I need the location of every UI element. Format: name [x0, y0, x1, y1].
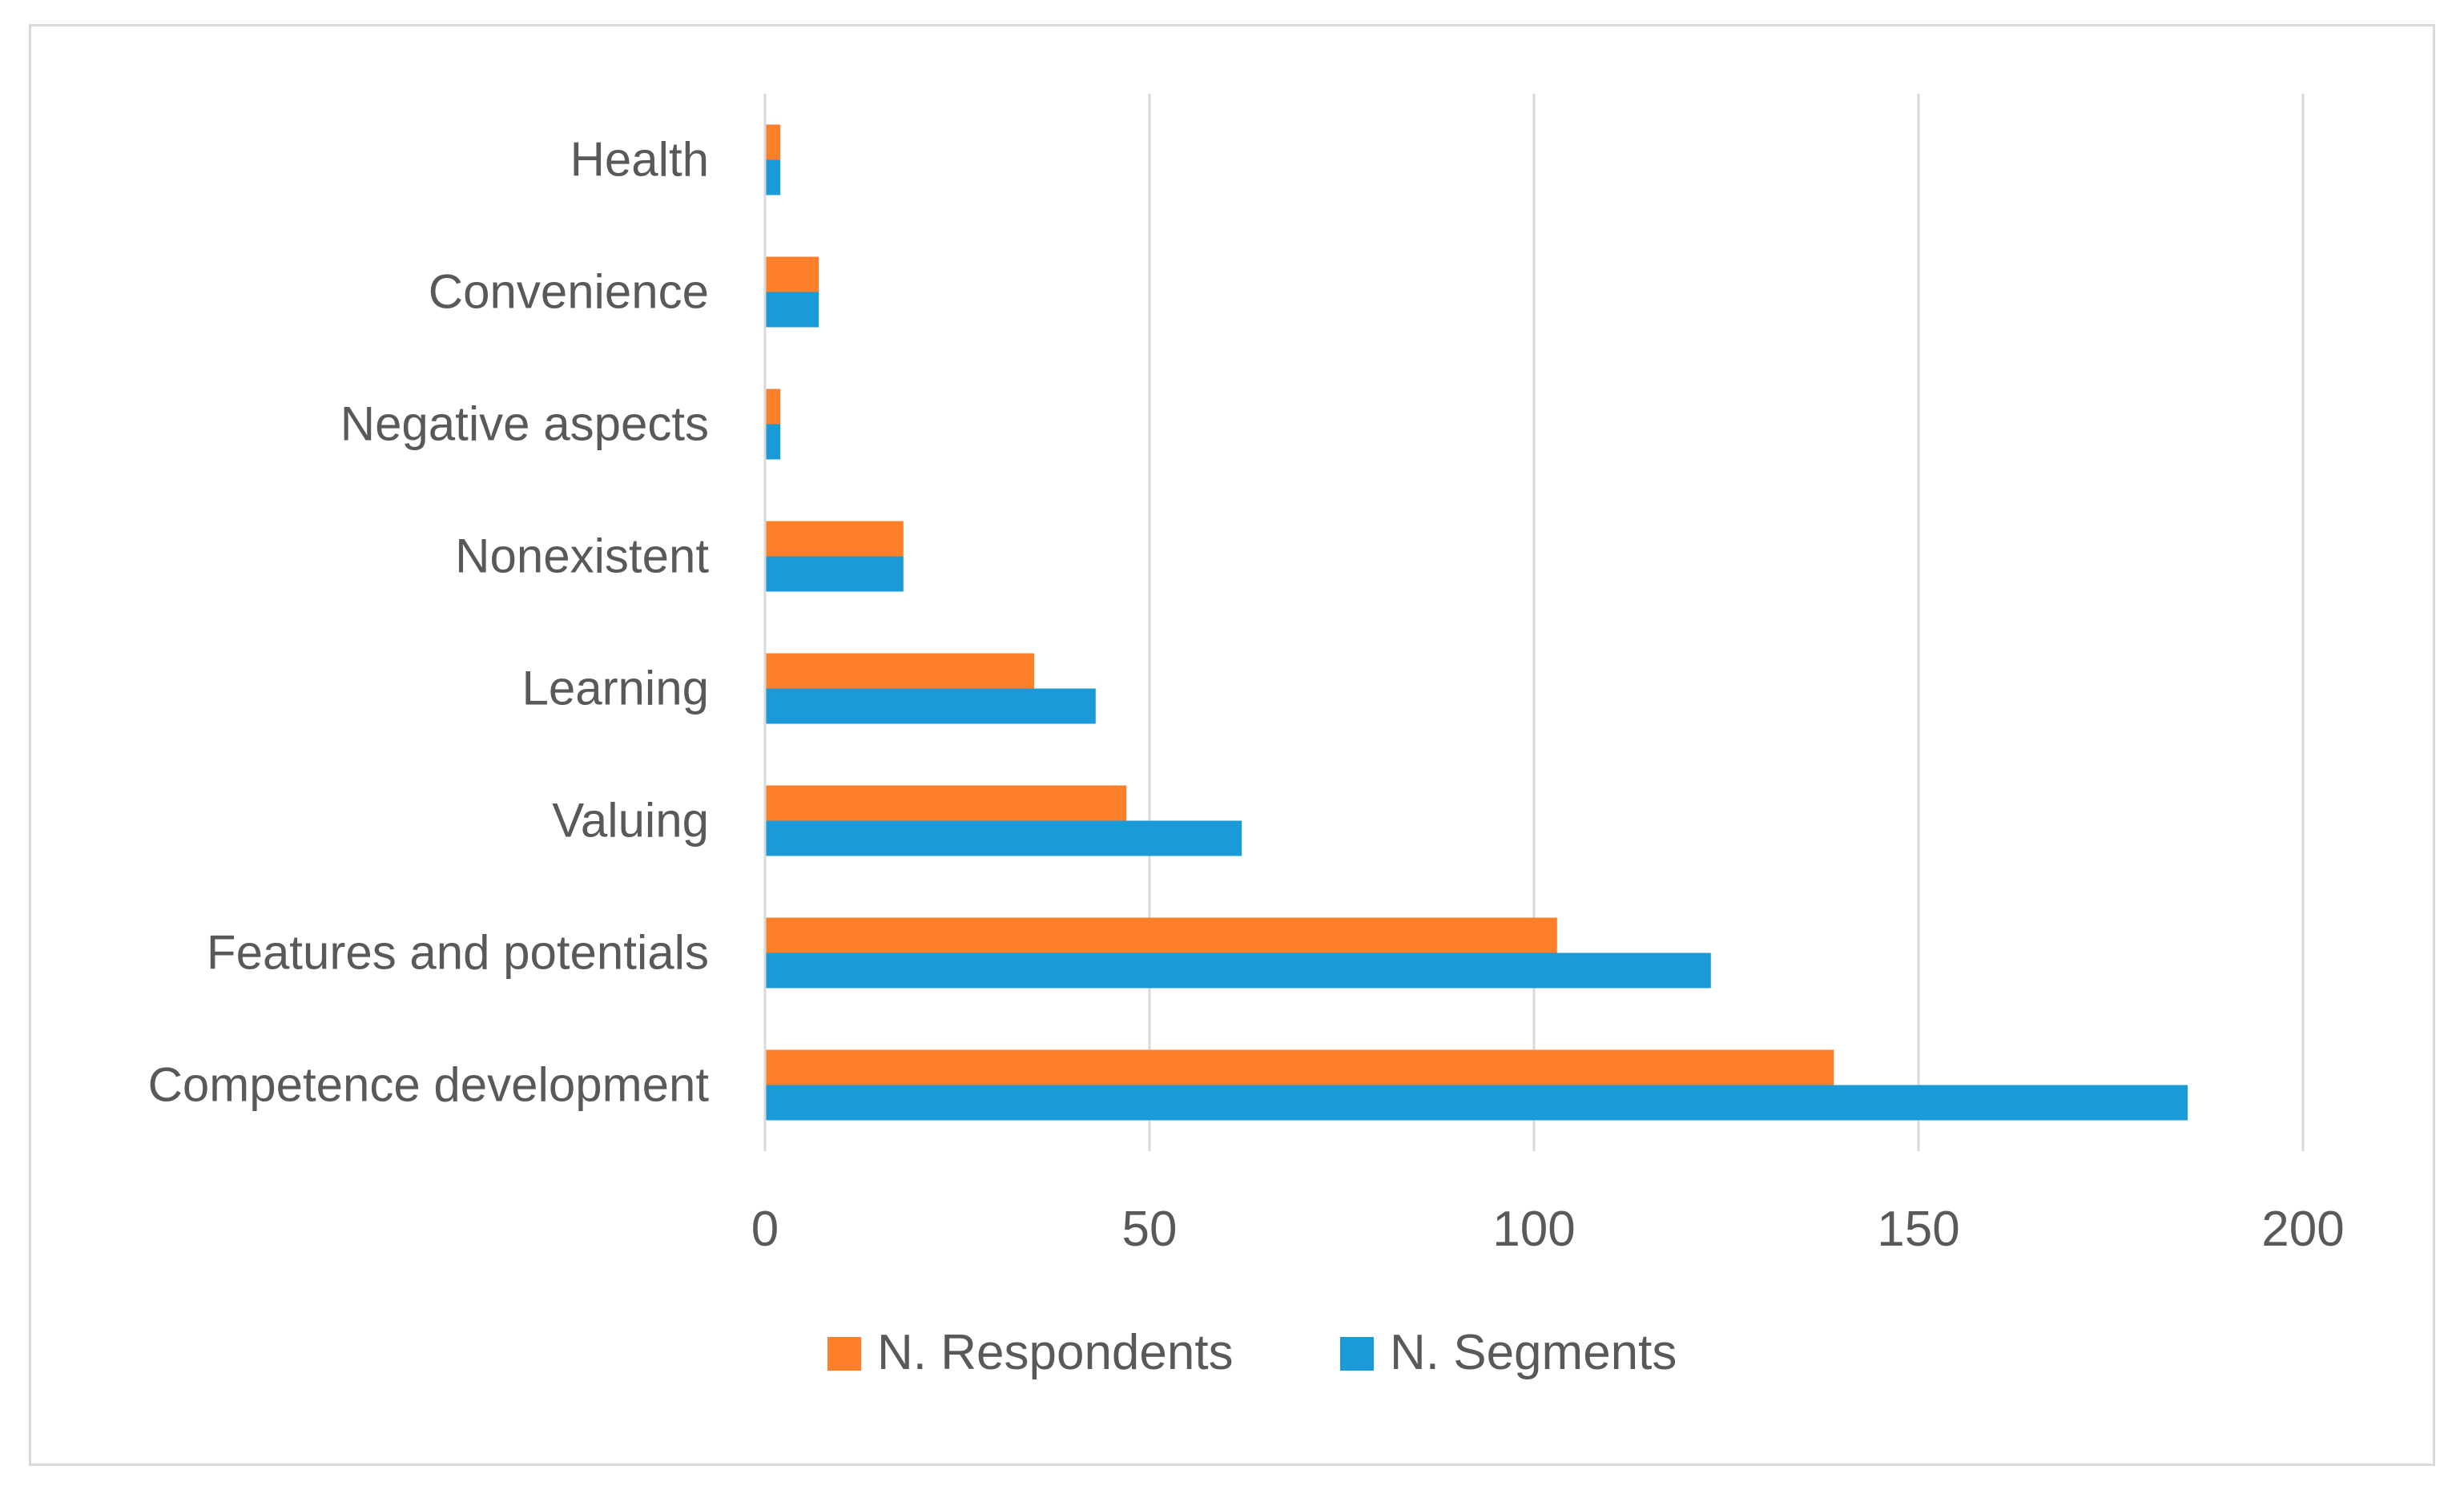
chart-frame: Competence development Features and poten…	[29, 24, 2435, 1466]
bar-respondents	[765, 124, 781, 160]
value-tick-labels: 0 50 100 150 200	[751, 1202, 2345, 1257]
bar-segments	[765, 292, 819, 328]
x-tick-label: 0	[751, 1202, 779, 1257]
category-label: Competence development	[148, 1058, 710, 1112]
bar-segments	[765, 952, 1711, 989]
category-label: Health	[570, 133, 709, 187]
category-label: Features and potentials	[207, 926, 709, 980]
legend-label: N. Segments	[1390, 1325, 1677, 1380]
gridlines	[1148, 94, 2305, 1151]
bars	[765, 124, 2188, 1121]
bar-chart: Competence development Features and poten…	[148, 94, 2345, 1380]
bar-respondents	[765, 785, 1127, 821]
bar-respondents	[765, 389, 781, 425]
x-tick-label: 150	[1877, 1202, 1959, 1257]
category-label: Valuing	[552, 794, 709, 848]
legend-swatch	[1340, 1337, 1374, 1371]
x-tick-label: 100	[1492, 1202, 1575, 1257]
bar-respondents	[765, 256, 819, 292]
legend-label: N. Respondents	[877, 1325, 1234, 1380]
category-label: Negative aspects	[340, 397, 709, 451]
legend-swatch	[827, 1337, 861, 1371]
bar-segments	[765, 424, 781, 460]
bar-segments	[765, 688, 1096, 724]
category-label: Nonexistent	[455, 530, 709, 583]
bar-segments	[765, 1085, 2188, 1121]
category-label: Convenience	[429, 265, 709, 319]
bar-segments	[765, 556, 904, 592]
bar-respondents	[765, 917, 1557, 953]
x-tick-label: 200	[2261, 1202, 2344, 1257]
bar-segments	[765, 820, 1242, 856]
category-labels: Competence development Features and poten…	[148, 133, 710, 1112]
bar-segments	[765, 159, 781, 195]
x-tick-label: 50	[1122, 1202, 1178, 1257]
bar-respondents	[765, 653, 1034, 689]
bar-respondents	[765, 1049, 1834, 1085]
legend: N. Respondents N. Segments	[827, 1325, 1677, 1380]
bar-respondents	[765, 521, 904, 557]
category-label: Learning	[521, 662, 709, 715]
